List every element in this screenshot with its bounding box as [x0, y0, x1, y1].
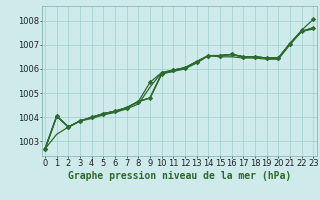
X-axis label: Graphe pression niveau de la mer (hPa): Graphe pression niveau de la mer (hPa) — [68, 171, 291, 181]
